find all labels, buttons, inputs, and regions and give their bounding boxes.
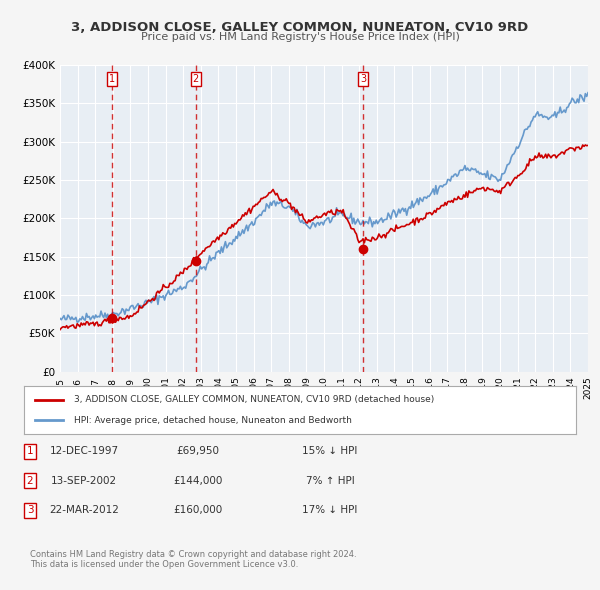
Text: 22-MAR-2012: 22-MAR-2012 — [49, 506, 119, 515]
Text: 17% ↓ HPI: 17% ↓ HPI — [302, 506, 358, 515]
Text: 15% ↓ HPI: 15% ↓ HPI — [302, 447, 358, 456]
Text: 2: 2 — [193, 74, 199, 84]
Text: £144,000: £144,000 — [173, 476, 223, 486]
Text: 3, ADDISON CLOSE, GALLEY COMMON, NUNEATON, CV10 9RD: 3, ADDISON CLOSE, GALLEY COMMON, NUNEATO… — [71, 21, 529, 34]
Text: £160,000: £160,000 — [173, 506, 223, 515]
Text: 13-SEP-2002: 13-SEP-2002 — [51, 476, 117, 486]
Text: 3: 3 — [26, 506, 34, 515]
Text: £69,950: £69,950 — [176, 447, 220, 456]
Text: 1: 1 — [109, 74, 115, 84]
Text: 3, ADDISON CLOSE, GALLEY COMMON, NUNEATON, CV10 9RD (detached house): 3, ADDISON CLOSE, GALLEY COMMON, NUNEATO… — [74, 395, 434, 404]
Text: 12-DEC-1997: 12-DEC-1997 — [49, 447, 119, 456]
Text: 2: 2 — [26, 476, 34, 486]
Text: HPI: Average price, detached house, Nuneaton and Bedworth: HPI: Average price, detached house, Nune… — [74, 416, 352, 425]
Text: Price paid vs. HM Land Registry's House Price Index (HPI): Price paid vs. HM Land Registry's House … — [140, 32, 460, 42]
Text: Contains HM Land Registry data © Crown copyright and database right 2024.
This d: Contains HM Land Registry data © Crown c… — [30, 550, 356, 569]
Text: 1: 1 — [26, 447, 34, 456]
Text: 7% ↑ HPI: 7% ↑ HPI — [305, 476, 355, 486]
Text: 3: 3 — [360, 74, 366, 84]
